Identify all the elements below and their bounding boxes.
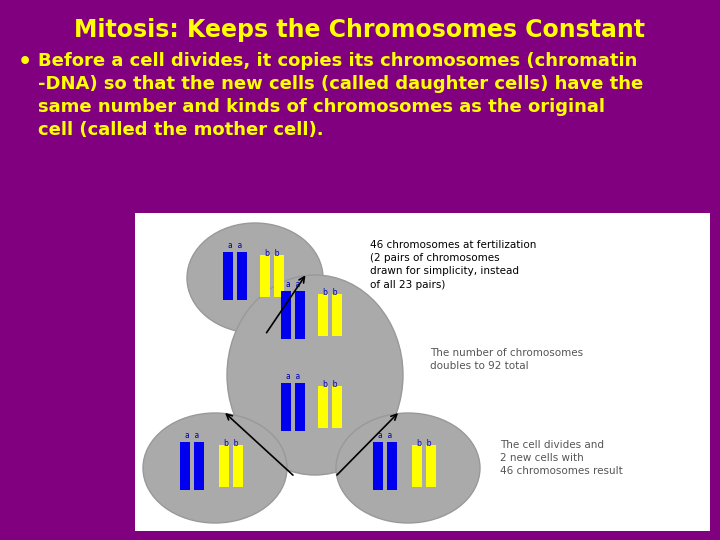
Text: The number of chromosomes
doubles to 92 total: The number of chromosomes doubles to 92 … bbox=[430, 348, 583, 371]
Text: b  b: b b bbox=[323, 288, 337, 297]
Text: Before a cell divides, it copies its chromosomes (chromatin
-DNA) so that the ne: Before a cell divides, it copies its chr… bbox=[38, 52, 643, 139]
Bar bbox=[281, 291, 291, 339]
Bar bbox=[219, 445, 229, 487]
Text: a  a: a a bbox=[228, 241, 242, 250]
Text: a  a: a a bbox=[286, 280, 300, 289]
Bar bbox=[237, 252, 247, 300]
Text: The cell divides and
2 new cells with
46 chromosomes result: The cell divides and 2 new cells with 46… bbox=[500, 440, 623, 476]
Ellipse shape bbox=[336, 413, 480, 523]
Bar bbox=[412, 445, 422, 487]
Bar bbox=[135, 213, 710, 531]
Text: •: • bbox=[18, 52, 32, 72]
Ellipse shape bbox=[143, 413, 287, 523]
Text: b  b: b b bbox=[224, 439, 238, 448]
Bar bbox=[318, 386, 328, 428]
Bar bbox=[373, 442, 383, 490]
Bar bbox=[412, 445, 422, 487]
Ellipse shape bbox=[227, 275, 403, 475]
Bar bbox=[194, 442, 204, 490]
Bar bbox=[295, 291, 305, 339]
Ellipse shape bbox=[187, 223, 323, 333]
Bar bbox=[180, 442, 190, 490]
Text: Mitosis: Keeps the Chromosomes Constant: Mitosis: Keeps the Chromosomes Constant bbox=[74, 18, 646, 42]
Bar bbox=[281, 383, 291, 431]
Text: a  a: a a bbox=[286, 372, 300, 381]
Bar bbox=[295, 383, 305, 431]
Bar bbox=[332, 294, 342, 336]
Bar bbox=[373, 442, 383, 490]
Bar bbox=[260, 255, 270, 297]
Bar bbox=[223, 252, 233, 300]
Text: b  b: b b bbox=[323, 380, 337, 389]
Bar bbox=[318, 294, 328, 336]
Bar bbox=[274, 255, 284, 297]
Bar bbox=[233, 445, 243, 487]
Text: b  b: b b bbox=[417, 439, 431, 448]
Bar bbox=[387, 442, 397, 490]
Text: b  b: b b bbox=[265, 249, 279, 258]
Text: 46 chromosomes at fertilization
(2 pairs of chromosomes
drawn for simplicity, in: 46 chromosomes at fertilization (2 pairs… bbox=[370, 240, 536, 289]
Bar bbox=[426, 445, 436, 487]
Bar bbox=[332, 386, 342, 428]
Text: a  a: a a bbox=[378, 431, 392, 440]
Bar bbox=[387, 442, 397, 490]
Text: a  a: a a bbox=[185, 431, 199, 440]
Bar bbox=[426, 445, 436, 487]
